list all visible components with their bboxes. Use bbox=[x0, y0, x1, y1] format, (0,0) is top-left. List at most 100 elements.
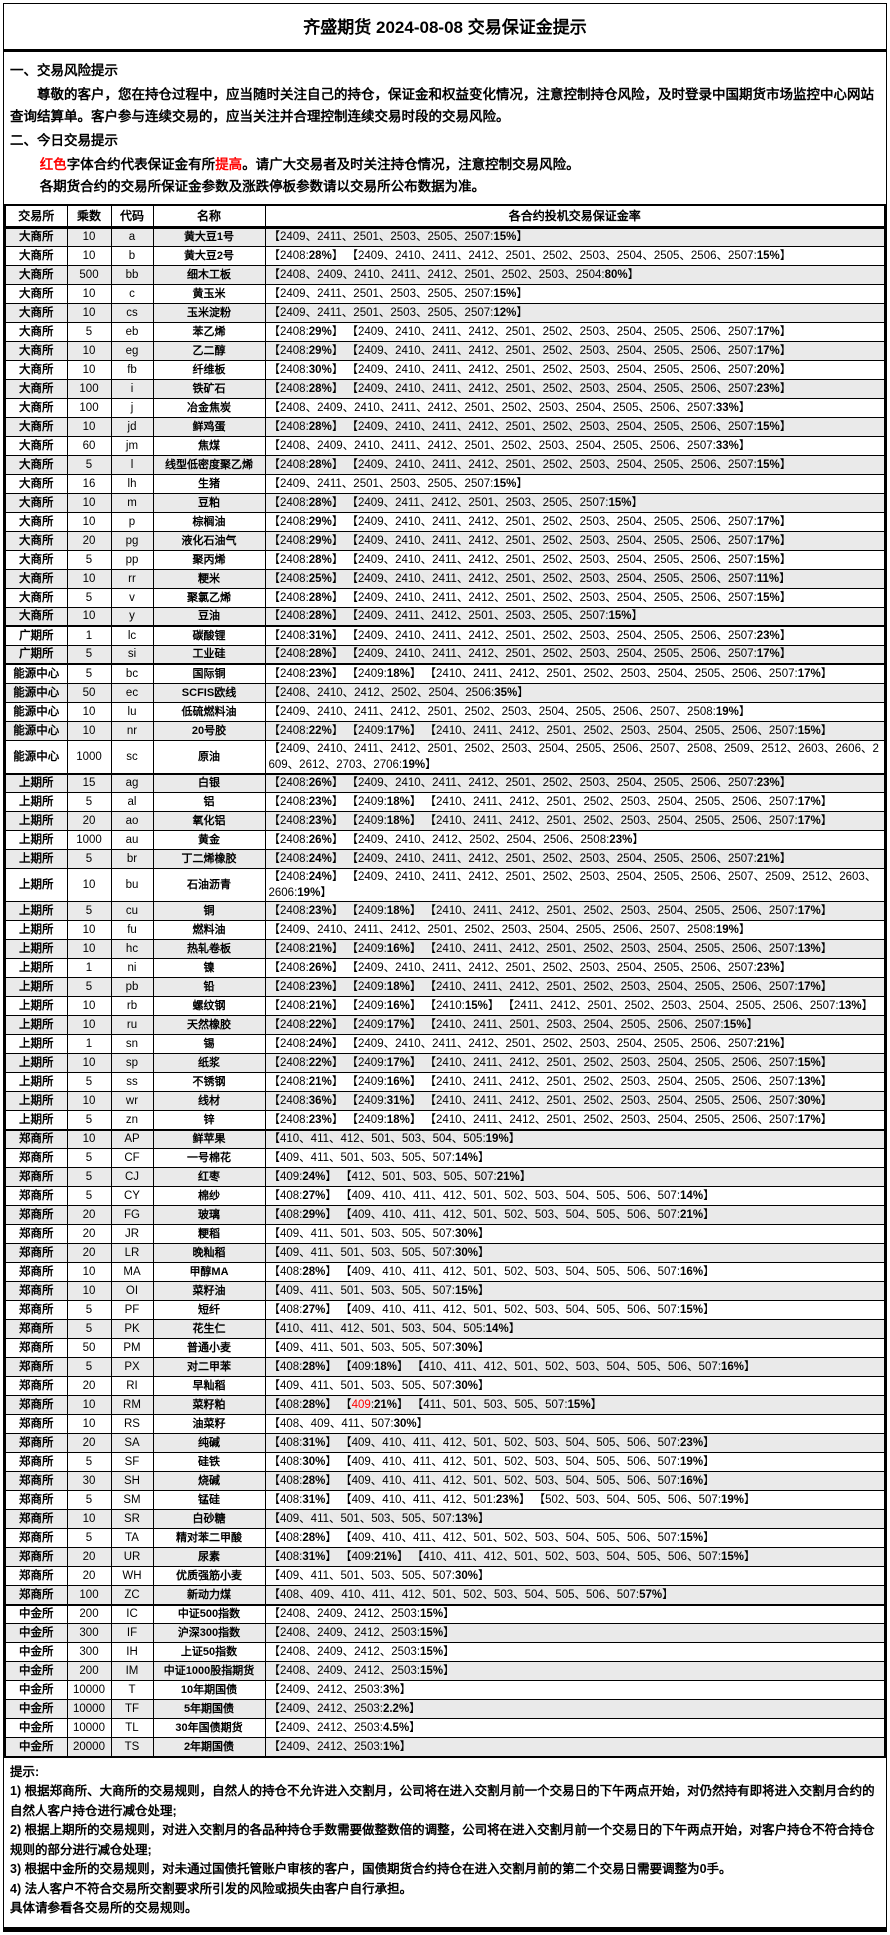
table-row: 大商所 10 cs 玉米淀粉 【2409、2411、2501、2503、2505、250… bbox=[4, 302, 886, 323]
table-row: 大商所 16 lh 生猪 【2409、2411、2501、2503、2505、2507:… bbox=[4, 473, 886, 494]
multiplier-cell: 50 bbox=[66, 1338, 112, 1358]
exchange-cell: 大商所 bbox=[4, 245, 68, 266]
exchange-cell: 大商所 bbox=[4, 340, 68, 361]
rate-cell: 【409:24%】 【412、501、503、505、507:21%】 bbox=[264, 1167, 886, 1187]
rate-cell: 【408:31%】 【409、410、411、412、501:23%】 【502… bbox=[264, 1490, 886, 1510]
exchange-cell: 大商所 bbox=[4, 473, 68, 494]
rate-cell: 【2408:22%】 【2409:17%】 【2410、2411、2412、25… bbox=[264, 1053, 886, 1073]
multiplier-cell: 10 bbox=[66, 606, 112, 627]
code-cell: eg bbox=[110, 340, 154, 361]
rate-cell: 【409、411、501、503、505、507:30%】 bbox=[264, 1224, 886, 1244]
multiplier-cell: 5 bbox=[66, 663, 112, 684]
table-row: 郑商所 5 SM 锰硅 【408:31%】 【409、410、411、412、501:2… bbox=[4, 1490, 886, 1510]
exchange-cell: 大商所 bbox=[4, 302, 68, 323]
exchange-cell: 上期所 bbox=[4, 1015, 68, 1035]
multiplier-cell: 5 bbox=[66, 549, 112, 570]
rate-cell: 【409、411、501、503、505、507:30%】 bbox=[264, 1376, 886, 1396]
name-cell: 豆油 bbox=[152, 606, 266, 627]
name-cell: 国际铜 bbox=[152, 663, 266, 684]
table-row: 上期所 20 ao 氧化铝 【2408:23%】 【2409:18%】 【2410、24… bbox=[4, 811, 886, 831]
code-cell: bc bbox=[110, 663, 154, 684]
rate-cell: 【2408、2409、2410、2411、2412、2501、2502、2503… bbox=[264, 435, 886, 456]
table-row: 大商所 100 j 冶金焦炭 【2408、2409、2410、2411、2412、250… bbox=[4, 397, 886, 418]
name-cell: 20号胶 bbox=[152, 720, 266, 741]
code-cell: rr bbox=[110, 568, 154, 589]
tip-red-text: 红色 bbox=[39, 157, 67, 172]
rate-cell: 【408:28%】 【409:21%】 【411、501、503、505、507… bbox=[264, 1395, 886, 1415]
rate-cell: 【408:31%】 【409:21%】 【410、411、412、501、502… bbox=[264, 1547, 886, 1567]
table-row: 上期所 5 pb 铅【2408:23%】 【2409:18%】 【2410、2411、… bbox=[4, 977, 886, 997]
table-row: 郑商所 20 RI 早籼稻 【409、411、501、503、505、507:30%】 bbox=[4, 1376, 886, 1396]
code-cell: pg bbox=[110, 530, 154, 551]
exchange-cell: 郑商所 bbox=[4, 1338, 68, 1358]
code-cell: JR bbox=[110, 1224, 154, 1244]
exchange-cell: 中金所 bbox=[4, 1680, 68, 1700]
multiplier-cell: 1 bbox=[66, 625, 112, 646]
header-code: 代码 bbox=[110, 204, 154, 229]
table-row: 大商所 10 y 豆油 【2408:28%】 【2409、2411、2412、2501、… bbox=[4, 606, 886, 627]
name-cell: 镍 bbox=[152, 958, 266, 978]
exchange-cell: 郑商所 bbox=[4, 1547, 68, 1567]
exchange-cell: 中金所 bbox=[4, 1718, 68, 1738]
rate-cell: 【2408:29%】 【2409、2410、2411、2412、2501、250… bbox=[264, 511, 886, 532]
rate-cell: 【2408:31%】 【2409、2410、2411、2412、2501、250… bbox=[264, 625, 886, 646]
name-cell: 丁二烯橡胶 bbox=[152, 849, 266, 869]
name-cell: 冶金焦炭 bbox=[152, 397, 266, 418]
rate-cell: 【2409、2410、2411、2412、2501、2502、2503、2504… bbox=[264, 920, 886, 940]
code-cell: T bbox=[110, 1680, 154, 1700]
multiplier-cell: 10 bbox=[66, 1414, 112, 1434]
code-cell: RI bbox=[110, 1376, 154, 1396]
table-row: 上期所 10 ru 天然橡胶 【2408:22%】 【2409:17%】 【2410、2… bbox=[4, 1015, 886, 1035]
table-row: 能源中心 50 ec SCFIS欧线 【2408、2410、2412、2502、2504… bbox=[4, 682, 886, 703]
rate-cell: 【2408:26%】 【2409、2410、2412、2502、2504、250… bbox=[264, 830, 886, 850]
multiplier-cell: 16 bbox=[66, 473, 112, 494]
rate-cell: 【2408、2409、2410、2411、2412、2501、2502、2503… bbox=[264, 397, 886, 418]
exchange-cell: 郑商所 bbox=[4, 1319, 68, 1339]
name-cell: 生猪 bbox=[152, 473, 266, 494]
multiplier-cell: 10 bbox=[66, 245, 112, 266]
table-row: 广期所 1 lc 碳酸锂 【2408:31%】 【2409、2410、2411、2412… bbox=[4, 625, 886, 646]
code-cell: y bbox=[110, 606, 154, 627]
exchange-cell: 上期所 bbox=[4, 1091, 68, 1111]
table-row: 大商所 60 jm 焦煤 【2408、2409、2410、2411、2412、2501、… bbox=[4, 435, 886, 456]
code-cell: pb bbox=[110, 977, 154, 997]
table-row: 郑商所 5 PX 对二甲苯 【408:28%】 【409:18%】 【410、411、4… bbox=[4, 1357, 886, 1377]
multiplier-cell: 5 bbox=[66, 1167, 112, 1187]
code-cell: TS bbox=[110, 1737, 154, 1757]
table-row: 大商所 10 b 黄大豆2号 【2408:28%】 【2409、2410、2411、24… bbox=[4, 245, 886, 266]
table-row: 上期所 10 hc 热轧卷板 【2408:21%】 【2409:16%】 【2410、2… bbox=[4, 939, 886, 959]
name-cell: 聚丙烯 bbox=[152, 549, 266, 570]
name-cell: 黄大豆2号 bbox=[152, 245, 266, 266]
table-row: 郑商所 10 MA 甲醇MA 【408:28%】 【409、410、411、412、50… bbox=[4, 1262, 886, 1282]
exchange-cell: 能源中心 bbox=[4, 682, 68, 703]
code-cell: ni bbox=[110, 958, 154, 978]
name-cell: 热轧卷板 bbox=[152, 939, 266, 959]
table-row: 郑商所 20 JR 粳稻 【409、411、501、503、505、507:30%】 bbox=[4, 1224, 886, 1244]
exchange-cell: 郑商所 bbox=[4, 1471, 68, 1491]
table-row: 中金所 20000 TS 2年期国债 【2409、2412、2503:1%】 bbox=[4, 1737, 886, 1757]
rate-cell: 【409、411、501、503、505、507:30%】 bbox=[264, 1338, 886, 1358]
exchange-cell: 上期所 bbox=[4, 939, 68, 959]
table-row: 上期所 10 wr 线材 【2408:36%】 【2409:31%】 【2410、241… bbox=[4, 1091, 886, 1111]
name-cell: 聚氯乙烯 bbox=[152, 587, 266, 608]
table-row: 大商所 10 fb 纤维板 【2408:30%】 【2409、2410、2411、241… bbox=[4, 359, 886, 380]
code-cell: i bbox=[110, 378, 154, 399]
table-row: 中金所 300 IH 上证50指数 【2408、2409、2412、2503:15%】 bbox=[4, 1642, 886, 1662]
intro-section: 一、交易风险提示 尊敬的客户，您在持仓过程中，应当随时关注自己的持仓，保证金和权… bbox=[4, 52, 886, 204]
code-cell: MA bbox=[110, 1262, 154, 1282]
name-cell: 优质强筋小麦 bbox=[152, 1566, 266, 1586]
rate-cell: 【2408:28%】 【2409、2410、2411、2412、2501、250… bbox=[264, 416, 886, 437]
rate-cell: 【2408、2409、2412、2503:15%】 bbox=[264, 1642, 886, 1662]
code-cell: PX bbox=[110, 1357, 154, 1377]
exchange-cell: 上期所 bbox=[4, 868, 68, 902]
table-row: 上期所 15 ag 白银 【2408:26%】 【2409、2410、2411、2412… bbox=[4, 772, 886, 793]
name-cell: 30年国债期货 bbox=[152, 1718, 266, 1738]
table-row: 大商所 5 pp 聚丙烯 【2408:28%】 【2409、2410、2411、2412… bbox=[4, 549, 886, 570]
name-cell: 焦煤 bbox=[152, 435, 266, 456]
section2-heading: 二、今日交易提示 bbox=[10, 133, 118, 148]
rate-cell: 【2408:21%】 【2409:16%】 【2410:15%】 【2411、2… bbox=[264, 996, 886, 1016]
table-row: 大商所 20 pg 液化石油气 【2408:29%】 【2409、2410、2411、2… bbox=[4, 530, 886, 551]
multiplier-cell: 20 bbox=[66, 1243, 112, 1263]
table-row: 郑商所 20 SA 纯碱 【408:31%】 【409、410、411、412、501、… bbox=[4, 1433, 886, 1453]
document: 齐盛期货 2024-08-08 交易保证金提示 一、交易风险提示 尊敬的客户，您… bbox=[3, 3, 887, 1932]
